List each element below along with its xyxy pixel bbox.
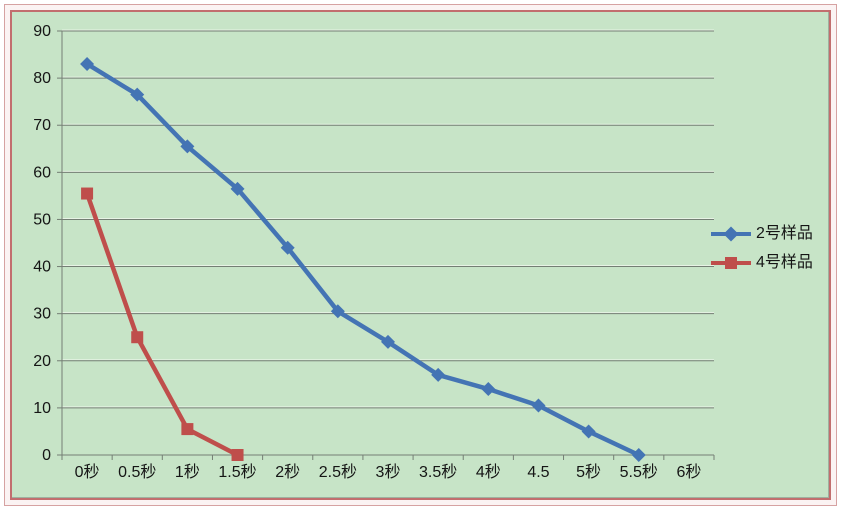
x-axis-labels: 0秒 0.5秒 1秒 1.5秒 2秒 2.5秒 3秒 3.5秒 4秒 4.5 5秒 5.5秒 6秒 <box>75 463 702 481</box>
legend-item-series-2[interactable]: 4号样品 <box>710 251 813 275</box>
data-point-marker <box>230 181 245 196</box>
legend-label-series-2: 4号样品 <box>756 254 813 271</box>
x-axis-tick-label: 2.5秒 <box>319 463 357 481</box>
series-line <box>84 191 240 458</box>
x-axis-tick-label: 1秒 <box>175 463 200 481</box>
data-point-marker <box>180 139 195 154</box>
data-point-marker <box>80 56 95 71</box>
y-axis-tick-label: 70 <box>33 117 51 134</box>
data-point-marker <box>431 367 446 382</box>
y-axis-tick-label: 30 <box>33 306 51 323</box>
data-point-marker <box>131 331 144 344</box>
x-axis-tick-label: 6秒 <box>676 463 701 481</box>
axes <box>61 31 715 460</box>
data-point-marker <box>181 423 194 436</box>
y-axis-tick-label: 10 <box>33 400 51 417</box>
series-1 <box>80 56 646 462</box>
series-2 <box>81 187 244 461</box>
y-axis-tick-label: 90 <box>33 23 51 40</box>
data-point-marker <box>531 398 546 413</box>
legend: 2号样品 4号样品 <box>710 222 813 275</box>
x-axis-tick-label: 2秒 <box>275 463 300 481</box>
chart-panel: 0 10 20 30 40 50 60 70 80 90 0秒 0.5秒 1秒 1.5秒 2秒 2.5秒 3秒 3… <box>12 12 829 498</box>
y-axis-tick-label: 40 <box>33 259 51 276</box>
data-point-marker <box>231 449 244 461</box>
data-point-marker <box>330 304 345 319</box>
x-axis-tick-label: 4秒 <box>476 463 501 481</box>
data-point-marker <box>381 334 395 349</box>
x-axis-tick-label: 3秒 <box>376 463 401 481</box>
data-point-marker <box>280 240 295 255</box>
x-axis-tick-label: 1.5秒 <box>218 463 256 481</box>
chart-outer-frame: 0 10 20 30 40 50 60 70 80 90 0秒 0.5秒 1秒 1.5秒 2秒 2.5秒 3秒 3… <box>4 4 837 506</box>
data-point-marker <box>81 187 94 200</box>
data-point-marker <box>130 87 145 102</box>
line-chart: 0 10 20 30 40 50 60 70 80 90 0秒 0.5秒 1秒 1.5秒 2秒 2.5秒 3秒 3… <box>33 23 715 481</box>
x-axis-tick-label: 5.5秒 <box>620 463 658 481</box>
x-axis-tick-label: 3.5秒 <box>419 463 457 481</box>
chart-inner-frame: 0 10 20 30 40 50 60 70 80 90 0秒 0.5秒 1秒 1.5秒 2秒 2.5秒 3秒 3… <box>10 10 831 500</box>
y-axis-tick-label: 20 <box>33 353 51 370</box>
legend-label-series-1: 2号样品 <box>756 225 813 242</box>
gridlines: 0 10 20 30 40 50 60 70 80 90 <box>33 23 714 464</box>
series-line <box>84 61 642 458</box>
x-axis-tick-label: 0秒 <box>75 463 100 481</box>
legend-item-series-1[interactable]: 2号样品 <box>710 222 813 246</box>
data-point-marker <box>481 382 496 397</box>
y-axis-tick-label: 50 <box>33 211 51 228</box>
data-point-marker <box>631 448 646 462</box>
legend-swatch-diamond <box>711 226 751 242</box>
y-axis-tick-label: 80 <box>33 70 51 87</box>
legend-swatch-square <box>711 257 751 269</box>
y-axis-tick-label: 0 <box>42 447 51 464</box>
x-axis-tick-label: 5秒 <box>576 463 601 481</box>
data-point-marker <box>581 424 596 439</box>
y-axis-tick-label: 60 <box>33 164 51 181</box>
x-axis-tick-label: 0.5秒 <box>118 463 156 481</box>
x-axis-tick-label: 4.5 <box>527 464 549 481</box>
